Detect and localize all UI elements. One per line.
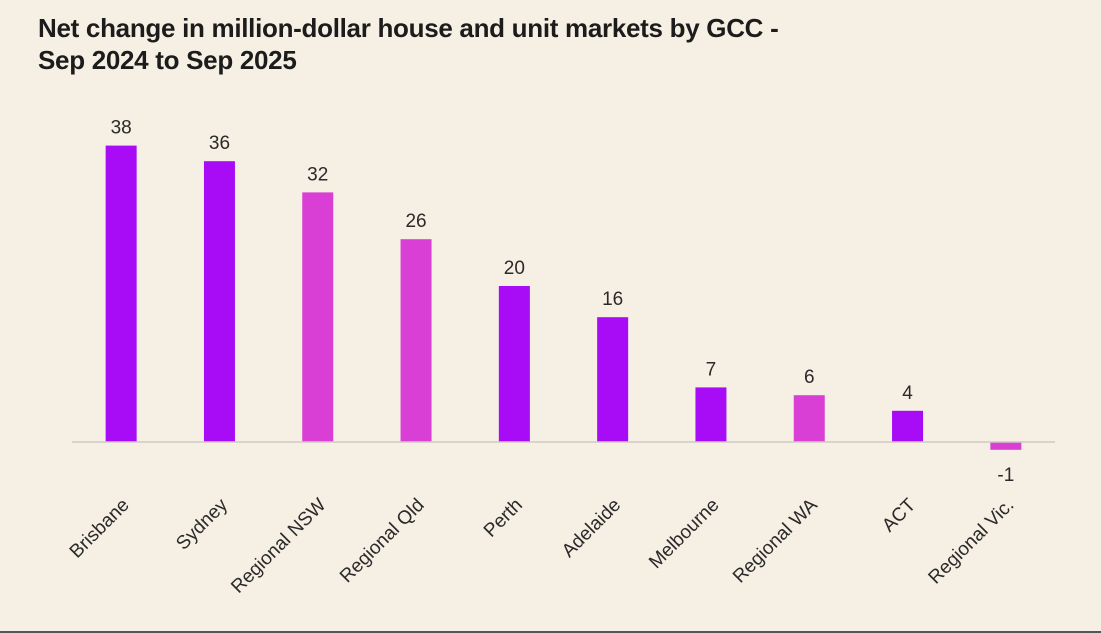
bottom-divider <box>0 631 1101 633</box>
x-tick-label: Regional Vic. <box>925 495 1019 589</box>
chart-title: Net change in million-dollar house and u… <box>38 13 779 75</box>
x-tick-label: Sydney <box>172 494 232 554</box>
value-label: -1 <box>997 465 1014 486</box>
bar-act <box>892 410 924 442</box>
value-label: 20 <box>504 258 525 279</box>
bar-regional-vic <box>990 442 1022 450</box>
value-label: 26 <box>405 211 426 232</box>
x-tick-label: Melbourne <box>645 495 723 573</box>
bar-brisbane <box>105 145 137 442</box>
x-tick-label: ACT <box>878 494 920 536</box>
x-tick-label: Regional Qld <box>336 495 429 588</box>
value-label: 4 <box>902 383 913 404</box>
x-tick-label: Regional NSW <box>227 495 330 598</box>
bar-regional-nsw <box>302 192 334 442</box>
value-label: 7 <box>706 359 717 380</box>
value-label: 16 <box>602 289 623 310</box>
value-label: 32 <box>307 164 328 185</box>
value-label: 6 <box>804 367 815 388</box>
value-label: 38 <box>111 118 132 139</box>
x-tick-label: Perth <box>480 495 527 542</box>
bar-adelaide <box>597 317 629 442</box>
x-tick-label: Brisbane <box>66 495 134 563</box>
x-tick-label: Regional WA <box>729 494 822 587</box>
value-labels-group: 38 36 32 26 20 16 7 6 4 -1 <box>111 118 1015 486</box>
x-tick-label: Adelaide <box>558 495 625 562</box>
bar-regional-wa <box>793 395 825 442</box>
bar-perth <box>498 286 530 442</box>
bars-group <box>105 145 1022 450</box>
value-label: 36 <box>209 133 230 154</box>
bar-melbourne <box>695 387 727 442</box>
bar-regional-qld <box>400 239 432 442</box>
bar-sydney <box>203 161 235 442</box>
